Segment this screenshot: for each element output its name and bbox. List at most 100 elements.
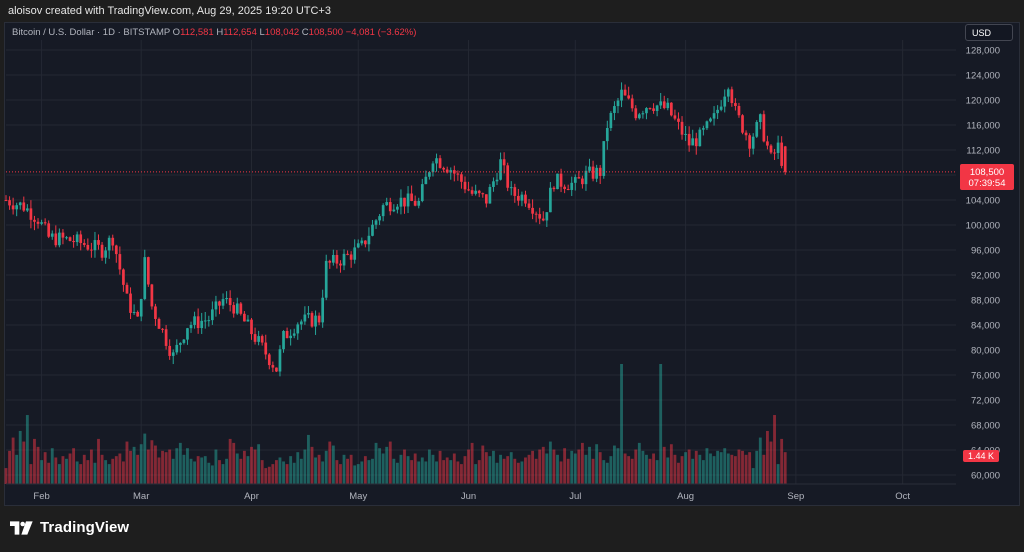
volume-bar bbox=[748, 452, 752, 484]
candle-body bbox=[549, 187, 552, 213]
candle-body bbox=[417, 201, 421, 206]
volume-bar bbox=[552, 449, 556, 484]
candle-body bbox=[186, 328, 189, 340]
volume-bar bbox=[392, 458, 396, 484]
volume-bar bbox=[474, 464, 478, 484]
volume-bar bbox=[68, 453, 72, 484]
volume-bar bbox=[652, 453, 655, 484]
volume-bar bbox=[278, 457, 282, 484]
candle-body bbox=[659, 101, 663, 106]
candle-body bbox=[524, 194, 527, 204]
volume-bar bbox=[563, 448, 567, 484]
volume-bar bbox=[29, 464, 33, 484]
candle-body bbox=[662, 101, 666, 109]
candle-body bbox=[218, 301, 221, 306]
volume-bar bbox=[267, 466, 271, 484]
currency-button[interactable]: USD bbox=[965, 24, 1013, 41]
volume-bar bbox=[680, 456, 684, 484]
volume-bar bbox=[239, 458, 243, 484]
volume-bar bbox=[698, 454, 702, 484]
grid-lines bbox=[6, 40, 956, 484]
volume-bar bbox=[221, 464, 225, 484]
volume-bar bbox=[484, 452, 488, 484]
candle-body bbox=[488, 186, 492, 204]
volume-bar bbox=[307, 434, 310, 484]
volume-bar bbox=[417, 461, 421, 484]
candle-body bbox=[716, 109, 719, 114]
volume-bar bbox=[317, 454, 321, 484]
candle-body bbox=[481, 193, 485, 195]
volume-bar bbox=[602, 460, 606, 484]
candle-body bbox=[702, 128, 705, 130]
volume-bar bbox=[506, 456, 510, 484]
candle-body bbox=[314, 315, 317, 327]
volume-bar bbox=[342, 454, 346, 484]
candle-body bbox=[712, 113, 716, 119]
candle-body bbox=[541, 218, 545, 221]
candle-body bbox=[616, 100, 620, 107]
candle-body bbox=[367, 235, 371, 245]
candle-body bbox=[648, 108, 652, 110]
volume-bar bbox=[22, 441, 26, 484]
candle-body bbox=[228, 298, 232, 306]
volume-bar bbox=[264, 468, 268, 484]
candle-body bbox=[769, 145, 773, 153]
volume-bar bbox=[545, 453, 549, 484]
volume-bar bbox=[100, 454, 104, 484]
tradingview-brand[interactable]: TradingView bbox=[10, 519, 129, 536]
volume-bar bbox=[584, 454, 588, 484]
volume-bar bbox=[595, 444, 599, 484]
volume-bar bbox=[310, 446, 314, 484]
volume-bar bbox=[662, 446, 666, 484]
candle-body bbox=[161, 328, 164, 330]
volume-bar bbox=[11, 437, 15, 484]
candle-body bbox=[645, 108, 648, 114]
volume-bar bbox=[591, 458, 595, 484]
candle-body bbox=[477, 190, 481, 194]
candle-body bbox=[47, 223, 51, 237]
volume-bar bbox=[143, 433, 147, 484]
volume-bar bbox=[57, 464, 61, 484]
candle-body bbox=[723, 96, 727, 107]
candle-body bbox=[335, 255, 339, 264]
candle-body bbox=[694, 138, 698, 147]
candle-body bbox=[602, 141, 606, 176]
volume-bar bbox=[36, 446, 40, 484]
volume-bar bbox=[470, 442, 474, 484]
candle-body bbox=[100, 244, 104, 258]
time-axis[interactable]: Feb Mar Apr May Jun Jul Aug Sep Oct bbox=[6, 483, 956, 502]
volume-bar bbox=[274, 460, 278, 484]
volume-bar bbox=[8, 450, 11, 484]
volume-bar bbox=[527, 454, 531, 484]
volume-bar bbox=[712, 456, 716, 484]
candle-body bbox=[285, 330, 289, 339]
volume-bar bbox=[367, 460, 371, 484]
candle-body bbox=[502, 159, 506, 166]
candle-body bbox=[520, 194, 524, 201]
volume-bar bbox=[225, 458, 229, 484]
candle-body bbox=[766, 141, 769, 146]
candle-body bbox=[253, 334, 257, 342]
price-axis[interactable]: 60,00064,00068,00072,00076,00080,00084,0… bbox=[966, 46, 1000, 482]
candle-body bbox=[193, 316, 196, 325]
high-value: 112,654 bbox=[223, 27, 257, 38]
candle-body bbox=[634, 108, 638, 119]
candle-body bbox=[125, 284, 129, 294]
candle-body bbox=[531, 207, 534, 214]
volume-bar bbox=[573, 453, 577, 484]
x-tick-label: Jul bbox=[569, 491, 581, 502]
candle-body bbox=[15, 205, 19, 210]
volume-bar bbox=[371, 458, 374, 484]
volume-bar bbox=[82, 454, 86, 484]
candle-body bbox=[29, 208, 33, 220]
candle-body bbox=[346, 253, 349, 255]
volume-bar bbox=[260, 460, 264, 484]
volume-bar bbox=[50, 448, 54, 484]
volume-bar bbox=[751, 468, 755, 484]
candle-body bbox=[168, 345, 172, 356]
candle-body bbox=[566, 189, 570, 190]
volume-bar bbox=[18, 430, 22, 484]
candle-body bbox=[378, 216, 381, 221]
volume-bar bbox=[598, 452, 602, 484]
